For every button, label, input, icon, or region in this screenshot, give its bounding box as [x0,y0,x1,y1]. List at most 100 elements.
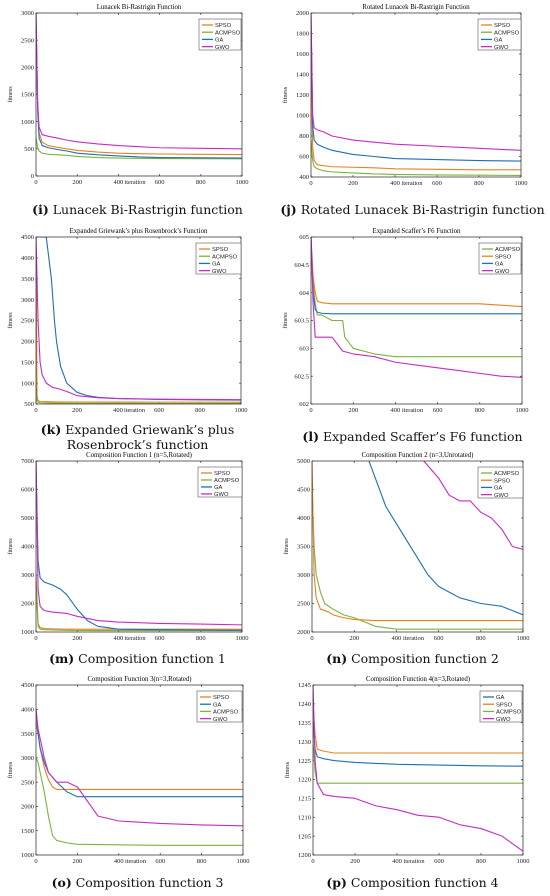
chart-title: Composition Function 3(n=3,Rotated) [87,676,191,683]
series-line-acmpso [36,387,241,404]
x-tick-label: 800 [197,858,207,865]
x-tick-label: 400 [114,179,124,186]
y-tick-label: 2000 [21,601,34,608]
x-tick-label: 600 [434,858,444,865]
legend-label-acmpso: ACMPSO [494,30,520,36]
series-line-spso [36,237,241,403]
panel-j: Rotated Lunacek Bi-Rastrigin Function 0 20… [275,0,550,224]
x-tick-label: 0 [309,407,312,414]
legend-box [478,242,522,275]
series-line-acmpso [313,741,523,784]
panel-p: Composition Function 4(n=3,Rotated) 0 200 4… [275,672,550,896]
legend-label-acmpso: ACMPSO [212,254,238,260]
series-group [313,685,523,852]
x-tick-label: 200 [72,407,82,414]
legend-label-ga: GA [213,702,222,708]
legend-label-acmpso: ACMPSO [213,710,239,716]
series-line-spso [313,703,523,754]
series-line-gwo [423,461,523,550]
chart-k: Expanded Griewank’s plus Rosenbrock’s Fu… [7,228,248,414]
y-tick-label: 1000 [21,629,34,636]
legend-label-spso: SPSO [496,702,513,708]
y-tick-label: 1000 [21,380,34,387]
x-tick-label: 200 [350,858,360,865]
y-tick-label: 6000 [21,487,34,494]
legend-label-acmpso: ACMPSO [496,710,522,716]
y-tick-label: 800 [299,133,309,140]
chart-o: Composition Function 3(n=3,Rotated) 0 200 4… [7,676,250,865]
caption-k: (k) Expanded Griewank’s plus Rosenbrock’… [40,422,235,452]
plot-frame [35,236,242,405]
chart-l: Expanded Scaffer’s F6 Function 0 200 400 600… [282,228,529,414]
y-tick-label: 4500 [21,682,34,689]
y-tick-label: 2500 [297,601,310,608]
x-tick-label: 800 [196,179,206,186]
x-tick-label: 200 [348,407,358,414]
x-tick-label: 800 [476,635,486,642]
chart-title: Lunacek Bi-Rastrigin Function [97,4,182,11]
x-tick-label: 1000 [236,635,249,642]
caption-n: (n) Composition function 2 [326,651,499,666]
x-tick-label: 200 [73,858,83,865]
panel-i: Lunacek Bi-Rastrigin Function 0 200 400 600 8… [0,0,275,224]
legend-label-acmpso: ACMPSO [494,471,520,477]
x-tick-label: 200 [72,635,82,642]
plot-frame [312,684,524,856]
caption-m: (m) Composition function 1 [49,651,226,666]
y-tick-label: 3000 [21,755,34,762]
panel-m: Composition Function 1 (n=5,Rotated) 0 200… [0,448,275,672]
plot-frame [311,460,524,633]
y-tick-label: 3000 [21,572,34,579]
y-tick-label: 604.5 [294,262,309,269]
y-tick-label: 1200 [296,92,309,99]
legend-label-gwo: GWO [215,45,230,51]
series-line-acmpso [36,580,242,632]
legend-label-gwo: GWO [214,492,229,498]
x-axis-label: iteration [404,858,426,865]
y-tick-label: 2000 [21,804,34,811]
legend-label-ga: GA [215,38,224,44]
y-tick-label: 500 [24,146,34,153]
x-axis-label: iteration [125,635,147,642]
x-tick-label: 400 [114,635,124,642]
x-tick-label: 1000 [515,180,528,187]
legend-label-acmpso: ACMPSO [214,478,240,484]
legend-label-ga: GA [495,262,504,268]
y-tick-label: 1600 [296,51,309,58]
chart-n: Composition Function 2 (n=3,Unrotated)0 2… [283,452,530,642]
legend-box [198,18,242,51]
x-tick-label: 1000 [237,858,250,865]
chart-title: Composition Function 4(n=3,Rotated) [366,676,470,683]
y-tick-label: 4000 [297,515,310,522]
x-tick-label: 800 [196,635,206,642]
legend-box [196,690,243,723]
chart-title: Expanded Scaffer’s F6 Function [373,228,462,235]
caption-i: (i) Lunacek Bi-Rastrigin function [32,202,243,217]
y-tick-label: 1000 [21,119,34,126]
x-tick-label: 400 [392,858,402,865]
x-tick-label: 1000 [517,858,530,865]
legend-label-ga: GA [494,486,503,492]
series-line-gwo [36,461,242,626]
x-tick-label: 400 [391,407,401,414]
legend-label-gwo: GWO [494,45,509,51]
x-axis-label: iteration [402,180,424,187]
y-tick-label: 1000 [296,113,309,120]
y-axis-label: fitness [7,538,14,555]
plot-frame [310,236,523,405]
x-tick-label: 400 [392,635,402,642]
chart-i: Lunacek Bi-Rastrigin Function 0 200 400 600 8… [7,4,249,186]
y-tick-label: 3500 [21,731,34,738]
x-axis-label: iteration [403,635,425,642]
legend-label-spso: SPSO [494,23,511,29]
y-tick-label: 4000 [21,544,34,551]
chart-title: Composition Function 2 (n=3,Unrotated) [362,452,474,459]
y-tick-label: 5000 [297,458,310,465]
series-group [311,13,521,177]
series-line-ga [36,461,242,631]
x-tick-label: 400 [390,180,400,187]
y-tick-label: 3000 [21,297,34,304]
x-tick-label: 0 [34,635,37,642]
